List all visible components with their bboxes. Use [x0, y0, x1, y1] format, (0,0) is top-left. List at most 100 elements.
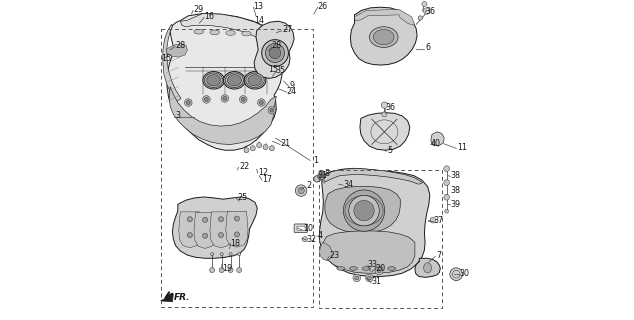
Circle shape: [235, 232, 240, 237]
Circle shape: [375, 267, 383, 275]
Text: 28: 28: [272, 41, 282, 50]
Ellipse shape: [424, 263, 432, 273]
Ellipse shape: [210, 30, 219, 35]
Ellipse shape: [373, 29, 394, 45]
Circle shape: [262, 40, 288, 66]
Text: 34: 34: [343, 180, 353, 189]
Circle shape: [219, 268, 224, 273]
Circle shape: [355, 276, 359, 280]
Circle shape: [354, 200, 374, 221]
Circle shape: [424, 8, 430, 14]
Text: 23: 23: [330, 251, 340, 260]
Text: 31: 31: [317, 171, 327, 180]
Circle shape: [445, 209, 449, 213]
Circle shape: [205, 98, 209, 101]
Ellipse shape: [257, 32, 267, 36]
Circle shape: [368, 276, 372, 280]
Text: 30: 30: [460, 269, 469, 278]
Bar: [319, 170, 441, 308]
Circle shape: [263, 145, 268, 149]
Circle shape: [220, 252, 223, 256]
Text: 29: 29: [193, 5, 204, 14]
Polygon shape: [325, 187, 400, 233]
Circle shape: [221, 95, 229, 102]
Ellipse shape: [242, 31, 251, 36]
Text: 15: 15: [161, 53, 171, 63]
Polygon shape: [226, 211, 248, 247]
Polygon shape: [323, 231, 415, 273]
Text: 38: 38: [451, 186, 460, 195]
Text: 14: 14: [254, 16, 264, 25]
Polygon shape: [194, 212, 216, 248]
Text: 24: 24: [287, 87, 297, 96]
Text: 40: 40: [430, 140, 441, 148]
Polygon shape: [254, 21, 294, 78]
Ellipse shape: [375, 267, 383, 270]
Polygon shape: [320, 242, 332, 260]
Circle shape: [430, 217, 436, 223]
Circle shape: [445, 195, 449, 198]
Circle shape: [295, 185, 307, 196]
Circle shape: [250, 146, 256, 151]
Polygon shape: [430, 132, 444, 146]
Ellipse shape: [228, 75, 242, 86]
Polygon shape: [323, 168, 422, 184]
Polygon shape: [360, 113, 410, 150]
Circle shape: [186, 101, 190, 104]
Circle shape: [242, 98, 245, 101]
Text: 16: 16: [204, 12, 214, 21]
Text: 10: 10: [302, 224, 313, 233]
Polygon shape: [297, 226, 305, 230]
Text: 7: 7: [436, 251, 441, 260]
Circle shape: [259, 101, 263, 104]
Ellipse shape: [203, 72, 224, 89]
Text: 4: 4: [318, 231, 323, 240]
Circle shape: [270, 108, 274, 112]
Ellipse shape: [225, 73, 243, 88]
Text: 35: 35: [276, 66, 286, 75]
Polygon shape: [169, 87, 276, 145]
Text: FR.: FR.: [173, 292, 190, 301]
Circle shape: [210, 268, 215, 273]
Text: 1: 1: [313, 156, 318, 165]
Circle shape: [238, 252, 241, 256]
Circle shape: [257, 143, 262, 148]
Circle shape: [187, 233, 193, 238]
Polygon shape: [210, 212, 232, 248]
Circle shape: [444, 195, 450, 200]
Text: 9: 9: [290, 81, 295, 90]
Circle shape: [223, 97, 227, 100]
Text: 28: 28: [175, 41, 185, 50]
Circle shape: [203, 96, 210, 103]
Circle shape: [187, 217, 193, 222]
Polygon shape: [167, 13, 283, 150]
Circle shape: [210, 252, 214, 256]
Text: 31: 31: [371, 277, 381, 286]
Ellipse shape: [388, 267, 396, 270]
Text: 3: 3: [176, 111, 181, 120]
Circle shape: [422, 2, 427, 7]
Circle shape: [320, 174, 324, 178]
Circle shape: [344, 190, 385, 231]
Circle shape: [382, 112, 387, 117]
Ellipse shape: [205, 73, 223, 88]
Polygon shape: [163, 24, 181, 102]
Circle shape: [257, 99, 265, 106]
Text: 33: 33: [368, 260, 378, 269]
Polygon shape: [180, 13, 282, 49]
Polygon shape: [351, 7, 417, 65]
Circle shape: [302, 237, 307, 242]
Ellipse shape: [370, 27, 398, 47]
Bar: [161, 28, 313, 307]
Polygon shape: [294, 224, 307, 233]
Ellipse shape: [224, 72, 245, 89]
Circle shape: [236, 268, 242, 273]
Ellipse shape: [248, 75, 262, 86]
Circle shape: [366, 274, 373, 282]
Circle shape: [229, 252, 232, 256]
Circle shape: [381, 102, 387, 108]
Text: 20: 20: [376, 264, 386, 273]
Text: 25: 25: [237, 193, 247, 203]
Circle shape: [377, 269, 381, 273]
Circle shape: [219, 233, 224, 238]
